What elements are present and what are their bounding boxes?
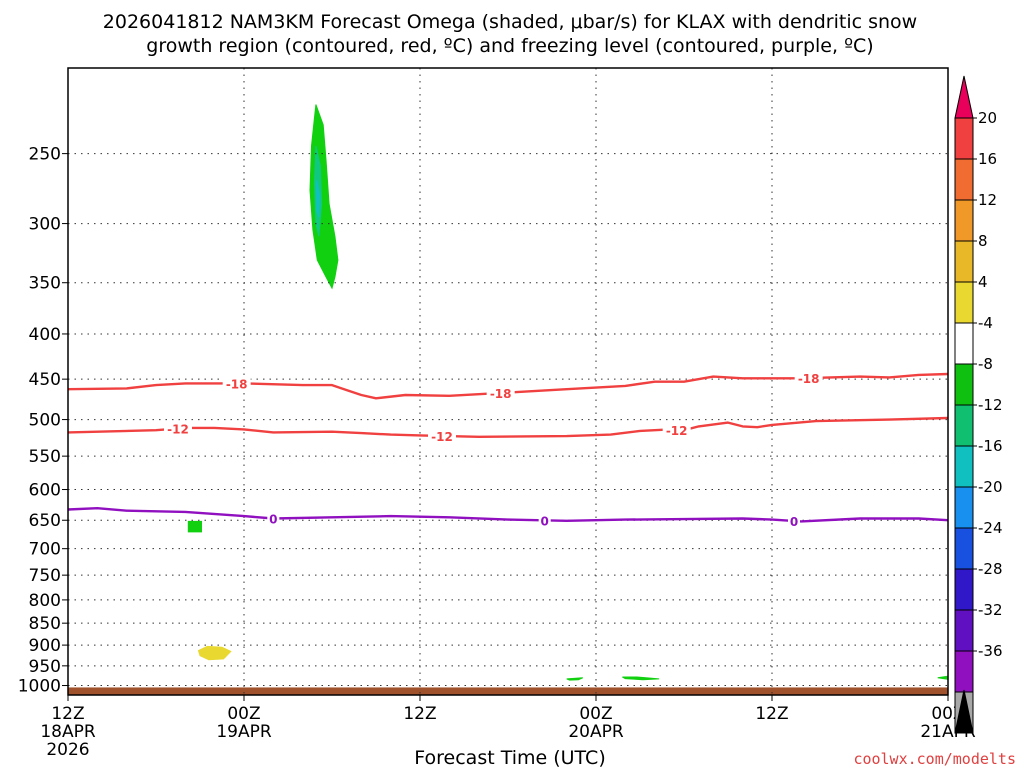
colorbar-box-7 <box>954 404 974 447</box>
isotherm-line-1 <box>67 416 949 438</box>
colorbar-label-13: -36 <box>978 642 1003 660</box>
x-tick-date-1: 19APR <box>216 722 272 742</box>
colorbar-top-arrow <box>954 75 974 119</box>
y-tick-label-1000: 1000 <box>18 677 61 697</box>
omega-region-0 <box>309 104 339 290</box>
x-tick-time-3: 00Z <box>579 704 612 724</box>
colorbar-box-6 <box>954 363 974 406</box>
isotherm-label-0-1: -18 <box>490 387 512 401</box>
x-tick-time-1: 00Z <box>227 704 260 724</box>
colorbar-label-8: -16 <box>978 437 1003 455</box>
omega-region-7 <box>937 675 949 680</box>
colorbar-label-5: -4 <box>978 314 993 332</box>
isotherm-label-bg-2-2 <box>788 513 800 528</box>
isotherm-contours: -18 -18 -18 -12 -12 -12 0 0 0 <box>67 371 949 529</box>
colorbar-bottom-arrow <box>954 689 974 734</box>
y-tick-label-550: 550 <box>29 447 61 467</box>
colorbar-label-4: 4 <box>978 273 988 291</box>
colorbar-label-7: -12 <box>978 396 1003 414</box>
isotherm-line-2 <box>67 507 949 523</box>
x-tick-time-2: 12Z <box>403 704 436 724</box>
x-tick-date-3: 20APR <box>568 722 624 742</box>
isotherm-label-1-1: -12 <box>431 430 453 444</box>
ground-surface <box>68 687 948 695</box>
x-tick-date-0: 18APR <box>40 722 96 742</box>
y-tick-label-650: 650 <box>29 511 61 531</box>
x-axis-label: Forecast Time (UTC) <box>414 747 605 768</box>
colorbar-box-2 <box>954 199 974 242</box>
colorbar-box-1 <box>954 158 974 201</box>
colorbar-label-9: -20 <box>978 478 1003 496</box>
y-tick-label-700: 700 <box>29 540 61 560</box>
colorbar-box-8 <box>954 445 974 488</box>
omega-shading <box>187 104 949 681</box>
y-tick-label-900: 900 <box>29 636 61 656</box>
colorbar-box-11 <box>954 568 974 611</box>
isotherm-label-2-2: 0 <box>790 515 798 529</box>
colorbar-box-9 <box>954 486 974 529</box>
omega-region-6 <box>622 676 660 681</box>
isotherm-label-bg-0-2 <box>794 371 823 386</box>
y-tick-label-350: 350 <box>29 274 61 294</box>
colorbar-box-13 <box>954 650 974 693</box>
colorbar: 20 16 12 8 4 -4 -8 -12 -16 -20 -24 -28 -32 -36 <box>954 75 1003 734</box>
colorbar-label-11: -28 <box>978 560 1003 578</box>
omega-region-4 <box>197 645 232 661</box>
colorbar-box-12 <box>954 609 974 652</box>
omega-region-3 <box>187 520 202 533</box>
isotherm-label-bg-2-1 <box>538 513 551 528</box>
colorbar-label-1: 16 <box>978 150 997 168</box>
colorbar-box-10 <box>954 527 974 570</box>
chart-title-line2: growth region (contoured, red, ºC) and f… <box>146 35 873 57</box>
isotherm-label-0-0: -18 <box>226 377 248 391</box>
colorbar-box-4 <box>954 281 974 324</box>
colorbar-label-3: 8 <box>978 232 988 250</box>
y-tick-label-500: 500 <box>29 411 61 431</box>
y-tick-label-300: 300 <box>29 215 61 235</box>
colorbar-box-3 <box>954 240 974 283</box>
omega-region-5 <box>566 677 583 681</box>
colorbar-box-5 <box>954 322 974 365</box>
y-tick-label-800: 800 <box>29 591 61 611</box>
isotherm-label-bg-0-1 <box>486 385 515 400</box>
isotherm-label-1-0: -12 <box>167 422 189 436</box>
plot-frame <box>67 67 949 696</box>
y-tick-label-750: 750 <box>29 566 61 586</box>
colorbar-label-10: -24 <box>978 519 1003 537</box>
colorbar-label-0: 20 <box>978 109 997 127</box>
colorbar-box-0 <box>954 117 974 160</box>
y-tick-label-600: 600 <box>29 481 61 501</box>
y-tick-label-400: 400 <box>29 325 61 345</box>
x-tick-time-4: 12Z <box>755 704 788 724</box>
colorbar-label-6: -8 <box>978 355 993 373</box>
isotherm-label-2-0: 0 <box>269 512 277 526</box>
y-axis-ticks: 2503003504004505005506006507007508008509… <box>18 145 68 697</box>
colorbar-label-2: 12 <box>978 191 997 209</box>
x-tick-year-0: 2026 <box>46 740 89 760</box>
y-tick-label-450: 450 <box>29 370 61 390</box>
isotherm-label-bg-0-0 <box>222 376 251 391</box>
credit-text: coolwx.com/modelts <box>853 750 1016 768</box>
isotherm-label-bg-1-0 <box>164 421 192 436</box>
chart-title-line1: 2026041812 NAM3KM Forecast Omega (shaded… <box>103 11 917 33</box>
isotherm-label-2-1: 0 <box>540 514 548 528</box>
y-tick-label-950: 950 <box>29 657 61 677</box>
isotherm-label-1-2: -12 <box>666 424 688 438</box>
plot-area: -18 -18 -18 -12 -12 -12 0 0 0 <box>67 67 949 696</box>
y-tick-label-250: 250 <box>29 145 61 165</box>
isotherm-label-bg-2-0 <box>267 511 280 526</box>
colorbar-label-12: -32 <box>978 601 1003 619</box>
omega-region-2 <box>316 180 321 218</box>
x-tick-time-0: 12Z <box>51 704 84 724</box>
y-tick-label-850: 850 <box>29 614 61 634</box>
isotherm-label-bg-1-2 <box>662 422 691 437</box>
isotherm-label-bg-1-1 <box>428 428 456 443</box>
isotherm-label-0-2: -18 <box>798 372 820 386</box>
